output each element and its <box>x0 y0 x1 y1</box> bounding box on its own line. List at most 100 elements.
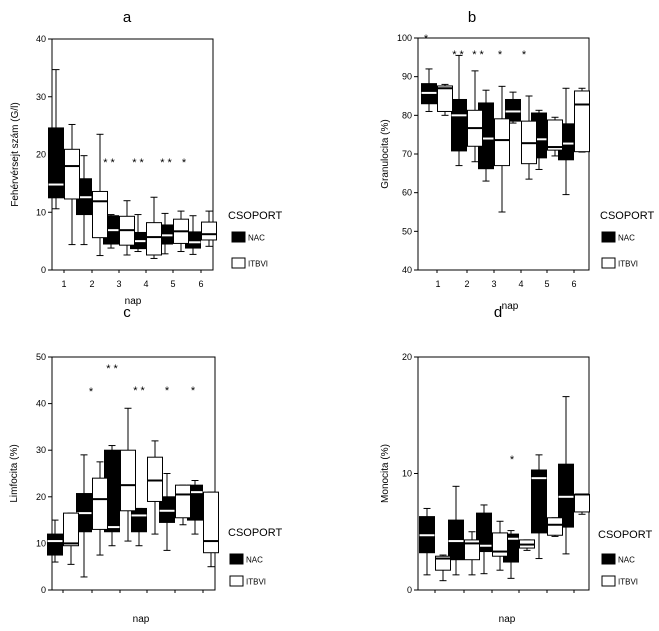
x-tick-label: 4 <box>518 279 523 289</box>
box-nac-6 <box>187 479 203 535</box>
significance-marker: * <box>510 454 515 466</box>
box-nac-5 <box>531 454 547 560</box>
legend-swatch-itbvi <box>231 257 246 269</box>
legend-label-itbvi: ITBVI <box>248 260 268 269</box>
box-itbvi-1 <box>435 554 451 582</box>
plot-frame <box>51 356 216 591</box>
chart-panel-a: a 0 10 20 30 40 Fehérvérsejt szám (G/l) 1 2 3 4 5 6 n… <box>10 9 282 307</box>
y-tick-label: 90 <box>402 72 412 82</box>
box-body <box>492 532 508 557</box>
x-tick-label: 5 <box>170 279 175 289</box>
legend-swatch-nac <box>601 553 616 565</box>
box-body <box>92 477 108 530</box>
y-tick-label: 30 <box>36 445 46 455</box>
legend-swatch-itbvi <box>601 257 616 269</box>
box-itbvi-2 <box>464 531 480 576</box>
significance-marker: * * <box>106 363 118 375</box>
box-nac-5 <box>159 473 175 551</box>
box-nac-4 <box>505 91 521 124</box>
box-itbvi-6 <box>203 491 219 568</box>
box-body <box>547 119 563 151</box>
y-tick-label: 30 <box>36 92 46 102</box>
box-itbvi-3 <box>120 407 136 542</box>
legend-swatch-itbvi <box>601 575 616 587</box>
box-body <box>494 118 510 167</box>
box-body <box>64 148 80 200</box>
box-itbvi-1 <box>64 123 80 246</box>
significance-marker: * * <box>472 49 484 61</box>
significance-marker: * * <box>160 157 172 169</box>
box-itbvi-2 <box>467 70 483 163</box>
y-tick-label: 70 <box>402 149 412 159</box>
x-tick-label: 6 <box>571 279 576 289</box>
significance-marker: * <box>165 385 170 397</box>
legend-swatch-nac <box>229 553 244 565</box>
y-tick-label: 10 <box>402 469 412 479</box>
box-itbvi-1 <box>437 83 453 116</box>
y-axis-label: Granulocita (%) <box>380 119 391 188</box>
box-body <box>92 190 108 239</box>
box-body <box>159 496 175 523</box>
x-axis-label: nap <box>499 614 516 625</box>
box-itbvi-5 <box>547 116 563 157</box>
y-tick-label: 10 <box>36 207 46 217</box>
box-body <box>476 512 492 553</box>
chart-panel-d: d 0 10 20 Monocita (%) nap * CSOPORT NAC ITBVI <box>380 304 652 625</box>
y-tick-label: 20 <box>36 150 46 160</box>
legend-label-nac: NAC <box>248 234 265 243</box>
box-itbvi-4 <box>521 95 537 180</box>
box-nac-2 <box>451 54 467 167</box>
significance-marker: * <box>182 157 187 169</box>
box-nac-4 <box>131 507 147 547</box>
box-nac-2 <box>448 485 464 576</box>
box-body <box>435 555 451 571</box>
legend: CSOPORT NAC ITBVI <box>598 529 652 587</box>
box-body <box>131 507 147 533</box>
legend: CSOPORT NAC ITBVI <box>600 210 654 269</box>
box-itbvi-3 <box>494 85 510 213</box>
legend-label-itbvi: ITBVI <box>618 578 638 587</box>
box-body <box>531 469 547 534</box>
y-tick-label: 10 <box>36 538 46 548</box>
legend-title: CSOPORT <box>228 527 282 539</box>
significance-marker: * * <box>133 385 145 397</box>
legend-title: CSOPORT <box>600 210 654 222</box>
legend-label-nac: NAC <box>246 556 263 565</box>
x-tick-label: 2 <box>464 279 469 289</box>
y-tick-label: 20 <box>402 352 412 362</box>
significance-marker: * <box>424 33 429 45</box>
box-body <box>175 484 191 519</box>
panel-letter: a <box>123 9 132 26</box>
box-body <box>147 456 163 502</box>
box-nac-3 <box>476 504 492 575</box>
significance-marker: * * <box>452 49 464 61</box>
x-axis-label: nap <box>133 614 150 625</box>
box-itbvi-4 <box>147 440 163 535</box>
legend: CSOPORT NAC ITBVI <box>228 210 282 269</box>
significance-marker: * <box>498 49 503 61</box>
box-body <box>547 517 563 536</box>
chart-panel-b: b 40 50 60 70 80 90 100 Granulocita (%) 1 2 3 4 5 6 nap… <box>380 9 654 312</box>
box-body <box>146 222 162 256</box>
y-axis-label: Limfocita (%) <box>9 444 20 502</box>
box-itbvi-6 <box>574 87 590 153</box>
panel-letter: d <box>494 304 502 321</box>
box-nac-2 <box>76 454 92 578</box>
y-tick-label: 20 <box>36 492 46 502</box>
y-tick-label: 50 <box>402 226 412 236</box>
box-body <box>201 221 217 241</box>
legend-label-nac: NAC <box>618 556 635 565</box>
legend-title: CSOPORT <box>228 210 282 222</box>
box-body <box>574 493 590 513</box>
y-tick-label: 50 <box>36 352 46 362</box>
legend-swatch-nac <box>601 231 616 243</box>
y-tick-label: 40 <box>36 399 46 409</box>
x-tick-label: 6 <box>198 279 203 289</box>
box-nac-1 <box>421 68 437 112</box>
legend-swatch-nac <box>231 231 246 243</box>
box-body <box>437 85 453 112</box>
x-tick-label: 3 <box>116 279 121 289</box>
box-body <box>464 539 480 561</box>
box-itbvi-5 <box>173 210 189 253</box>
